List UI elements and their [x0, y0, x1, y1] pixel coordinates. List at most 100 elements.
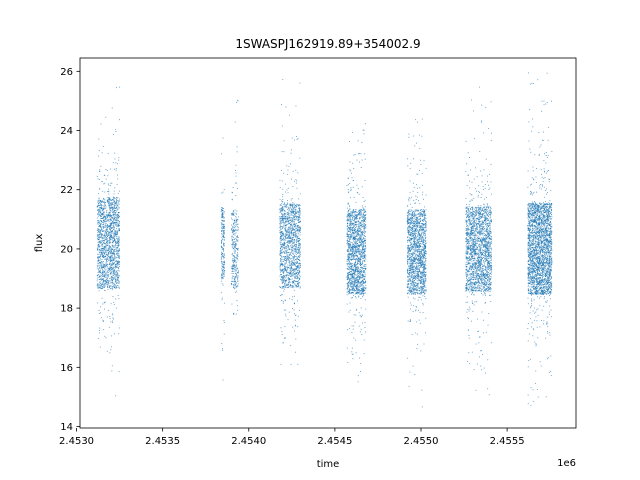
scatter-point [236, 101, 238, 103]
scatter-point [117, 242, 119, 244]
scatter-point [348, 234, 350, 236]
scatter-point [101, 284, 103, 285]
scatter-point [99, 270, 101, 272]
scatter-point [350, 259, 352, 260]
scatter-point [113, 282, 115, 284]
scatter-point [114, 202, 116, 204]
scatter-point [233, 260, 235, 262]
scatter-point [116, 277, 118, 279]
scatter-point [223, 273, 225, 275]
scatter-point [284, 248, 286, 250]
scatter-point [232, 260, 234, 262]
scatter-point [109, 316, 111, 317]
scatter-point [282, 268, 283, 270]
scatter-point [114, 277, 116, 279]
scatter-point [100, 220, 102, 221]
scatter-point [110, 182, 112, 184]
scatter-point [99, 327, 101, 329]
scatter-point [289, 284, 291, 286]
scatter-point [294, 265, 296, 267]
scatter-point [365, 227, 367, 229]
scatter-point [351, 277, 353, 279]
scatter-point [361, 334, 363, 335]
scatter-point [348, 268, 350, 270]
scatter-point [295, 284, 297, 286]
scatter-point [363, 244, 365, 246]
scatter-point [360, 264, 362, 266]
scatter-point [111, 271, 113, 273]
scatter-point [223, 233, 225, 235]
scatter-point [114, 239, 116, 241]
scatter-point [105, 263, 107, 265]
scatter-point [102, 198, 104, 200]
scatter-point [358, 293, 360, 294]
scatter-point [103, 212, 105, 213]
scatter-point [364, 199, 366, 201]
scatter-point [290, 268, 292, 270]
scatter-point [110, 267, 111, 269]
scatter-point [235, 248, 237, 250]
scatter-point [98, 234, 100, 236]
scatter-point [113, 240, 115, 242]
scatter-point [116, 233, 118, 235]
scatter-point [279, 265, 281, 267]
scatter-point [115, 201, 117, 203]
scatter-point [286, 260, 288, 261]
scatter-point [298, 247, 299, 249]
scatter-point [232, 247, 234, 249]
scatter-point [104, 224, 106, 226]
scatter-point [99, 170, 101, 172]
scatter-point [363, 282, 365, 284]
scatter-point [293, 302, 295, 304]
scatter-point [110, 202, 112, 204]
scatter-point [350, 263, 352, 265]
scatter-point [294, 226, 295, 228]
scatter-point [222, 216, 224, 218]
scatter-point [101, 214, 103, 216]
scatter-point [348, 253, 350, 255]
scatter-point [235, 245, 237, 247]
scatter-point [348, 231, 350, 232]
scatter-point [107, 244, 109, 246]
scatter-point [356, 281, 358, 283]
scatter-point [116, 280, 117, 282]
scatter-point [360, 281, 362, 283]
scatter-point [359, 245, 361, 247]
scatter-point [281, 279, 283, 281]
scatter-point [353, 272, 355, 274]
scatter-point [116, 204, 118, 206]
scatter-point [234, 272, 236, 274]
scatter-point [364, 274, 366, 276]
scatter-point [346, 207, 348, 209]
scatter-point [297, 277, 299, 279]
scatter-point [110, 237, 112, 239]
scatter-point [288, 235, 290, 237]
scatter-point [349, 140, 350, 142]
scatter-point [106, 197, 108, 199]
scatter-point [355, 216, 357, 218]
scatter-point [118, 270, 120, 272]
scatter-point [112, 282, 114, 284]
scatter-point [347, 273, 349, 275]
scatter-point [113, 245, 115, 247]
scatter-point [104, 281, 106, 282]
scatter-point [107, 283, 109, 285]
scatter-point [97, 265, 99, 267]
scatter-point [117, 206, 119, 208]
scatter-point [110, 272, 112, 274]
scatter-point [233, 231, 235, 232]
scatter-point [118, 157, 120, 159]
scatter-point [112, 225, 114, 227]
scatter-point [101, 253, 103, 255]
scatter-point [281, 239, 282, 241]
scatter-point [363, 129, 365, 131]
scatter-point [285, 230, 287, 232]
scatter-point [110, 267, 112, 268]
scatter-point [295, 264, 297, 266]
scatter-point [351, 242, 353, 244]
scatter-point [360, 222, 362, 224]
scatter-point [347, 291, 349, 293]
scatter-point [354, 241, 356, 243]
scatter-point [279, 216, 281, 218]
scatter-point [115, 245, 117, 247]
